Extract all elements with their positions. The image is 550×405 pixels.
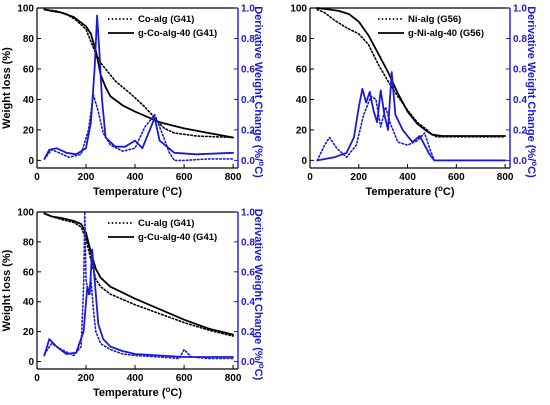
y-left-tick-label: 0 xyxy=(28,156,34,167)
y-left-tick-label: 20 xyxy=(296,125,308,136)
y-left-axis-label: Weight loss (%) xyxy=(1,47,13,129)
x-tick-label: 0 xyxy=(307,172,313,183)
x-axis-unit-main: C) xyxy=(443,186,455,198)
y-left-tick-label: 0 xyxy=(301,156,307,167)
y-right-axis-unit: o xyxy=(530,161,539,166)
y-right-tick-label: 0.0 xyxy=(241,156,255,167)
y-right-tick-label: 0.4 xyxy=(241,95,255,106)
x-tick-label: 600 xyxy=(176,172,193,183)
y-right-tick-label: 0.4 xyxy=(513,95,527,106)
y-right-tick-label: 1.0 xyxy=(241,208,255,219)
y-left-tick-label: 20 xyxy=(23,125,35,136)
series-line-3 xyxy=(43,94,234,162)
x-tick-label: 800 xyxy=(225,172,242,183)
y-left-tick-label: 100 xyxy=(17,208,34,219)
x-tick-label: 200 xyxy=(78,373,95,384)
y-right-tick-label: 0.6 xyxy=(241,64,255,75)
legend-label: Co-alg (G41) xyxy=(138,14,194,25)
legend-label: Ni-alg (G56) xyxy=(408,14,461,25)
y-right-axis-label-text: Derivative Weight Change (%/ xyxy=(252,209,264,364)
y-right-tick-label: 0.2 xyxy=(241,327,255,338)
y-left-tick-label: 40 xyxy=(23,95,35,106)
y-right-axis-label-text: Derivative Weight Change (%/ xyxy=(525,6,537,161)
y-right-tick-label: 0.8 xyxy=(513,34,527,45)
series-line-2 xyxy=(43,212,235,336)
chart-panel-1: 0 200 400 600 800 0 20 40 60 80 100 0.0 0.2 0.4 0.6 0.8… xyxy=(1,4,266,199)
x-axis-unit: o xyxy=(438,184,443,193)
series-line-4 xyxy=(43,14,235,160)
x-axis-label: Temperature (oC) xyxy=(93,385,182,399)
series-line-3 xyxy=(316,95,506,162)
y-left-tick-label: 20 xyxy=(23,327,35,338)
series-line-4 xyxy=(43,248,235,358)
y-right-tick-label: 0.6 xyxy=(513,64,527,75)
y-left-tick-label: 100 xyxy=(17,4,34,15)
y-right-axis-unit-main: C) xyxy=(252,369,264,381)
y-left-tick-label: 60 xyxy=(23,64,35,75)
x-tick-label: 400 xyxy=(127,172,144,183)
chart-panel-3: 0 200 400 600 800 0 20 40 60 80 100 0.0 0.2 0.4 0.6 0.8… xyxy=(1,208,266,400)
y-left-tick-label: 80 xyxy=(23,34,35,45)
y-left-tick-label: 0 xyxy=(28,357,34,368)
y-left-tick-label: 40 xyxy=(296,95,308,106)
y-left-tick-label: 80 xyxy=(296,34,308,45)
y-right-tick-label: 1.0 xyxy=(513,4,527,15)
series-line-2 xyxy=(316,7,507,137)
series-line-1 xyxy=(43,212,234,337)
x-axis-unit-main: C) xyxy=(170,387,182,399)
x-tick-label: 400 xyxy=(127,373,144,384)
series-line-3 xyxy=(43,211,234,360)
y-right-axis-unit-main: C) xyxy=(525,166,537,178)
y-right-tick-label: 0.2 xyxy=(513,125,527,136)
y-right-tick-label: 0.2 xyxy=(241,125,255,136)
x-axis-unit-main: C) xyxy=(170,186,182,198)
y-right-axis-unit: o xyxy=(257,161,266,166)
x-tick-label: 600 xyxy=(448,172,465,183)
x-tick-label: 0 xyxy=(34,172,40,183)
x-axis-label-text: Temperature ( xyxy=(93,387,166,399)
x-tick-label: 800 xyxy=(225,373,242,384)
y-left-tick-label: 100 xyxy=(290,4,307,15)
series-line-1 xyxy=(43,8,234,139)
y-left-tick-label: 60 xyxy=(296,64,308,75)
x-axis-label: Temperature (oC) xyxy=(93,184,182,198)
y-right-tick-label: 0.0 xyxy=(241,357,255,368)
legend-label: Cu-alg (G41) xyxy=(138,218,194,229)
x-tick-label: 200 xyxy=(350,172,367,183)
x-axis-label-text: Temperature ( xyxy=(93,186,166,198)
y-right-tick-label: 0.0 xyxy=(513,156,527,167)
x-tick-label: 400 xyxy=(399,172,416,183)
y-right-axis-unit-main: C) xyxy=(252,166,264,178)
x-axis-unit: o xyxy=(166,184,171,193)
series-line-4 xyxy=(316,71,507,162)
y-right-axis-label: Derivative Weight Change (%/oC) xyxy=(525,6,539,178)
legend-label: g-Ni-alg-40 (G56) xyxy=(408,28,484,39)
y-right-axis-label: Derivative Weight Change (%/oC) xyxy=(252,209,266,381)
y-right-tick-label: 0.8 xyxy=(241,237,255,248)
x-tick-label: 0 xyxy=(34,373,40,384)
chart-panel-2: 0 200 400 600 800 0 20 40 60 80 100 0.0 0.2 0.4 0.6 0.8… xyxy=(290,4,539,199)
y-right-axis-unit: o xyxy=(257,364,266,369)
y-left-axis-label: Weight loss (%) xyxy=(1,249,13,331)
y-right-axis-label-text: Derivative Weight Change (%/ xyxy=(252,6,264,161)
y-right-tick-label: 0.6 xyxy=(241,267,255,278)
x-tick-label: 600 xyxy=(176,373,193,384)
y-right-tick-label: 1.0 xyxy=(241,4,255,15)
x-axis-label-text: Temperature ( xyxy=(365,186,438,198)
y-right-tick-label: 0.4 xyxy=(241,297,255,308)
x-tick-label: 800 xyxy=(497,172,514,183)
y-right-tick-label: 0.8 xyxy=(241,34,255,45)
legend-label: g-Cu-alg-40 (G41) xyxy=(138,232,217,243)
x-axis-label: Temperature (oC) xyxy=(365,184,454,198)
y-left-tick-label: 60 xyxy=(23,267,35,278)
y-left-tick-label: 40 xyxy=(23,297,35,308)
legend-label: g-Co-alg-40 (G41) xyxy=(138,28,217,39)
x-axis-unit: o xyxy=(166,385,171,394)
series-line-2 xyxy=(43,8,235,139)
y-right-axis-label: Derivative Weight Change (%/oC) xyxy=(252,6,266,178)
x-tick-label: 200 xyxy=(78,172,95,183)
y-left-tick-label: 80 xyxy=(23,237,35,248)
